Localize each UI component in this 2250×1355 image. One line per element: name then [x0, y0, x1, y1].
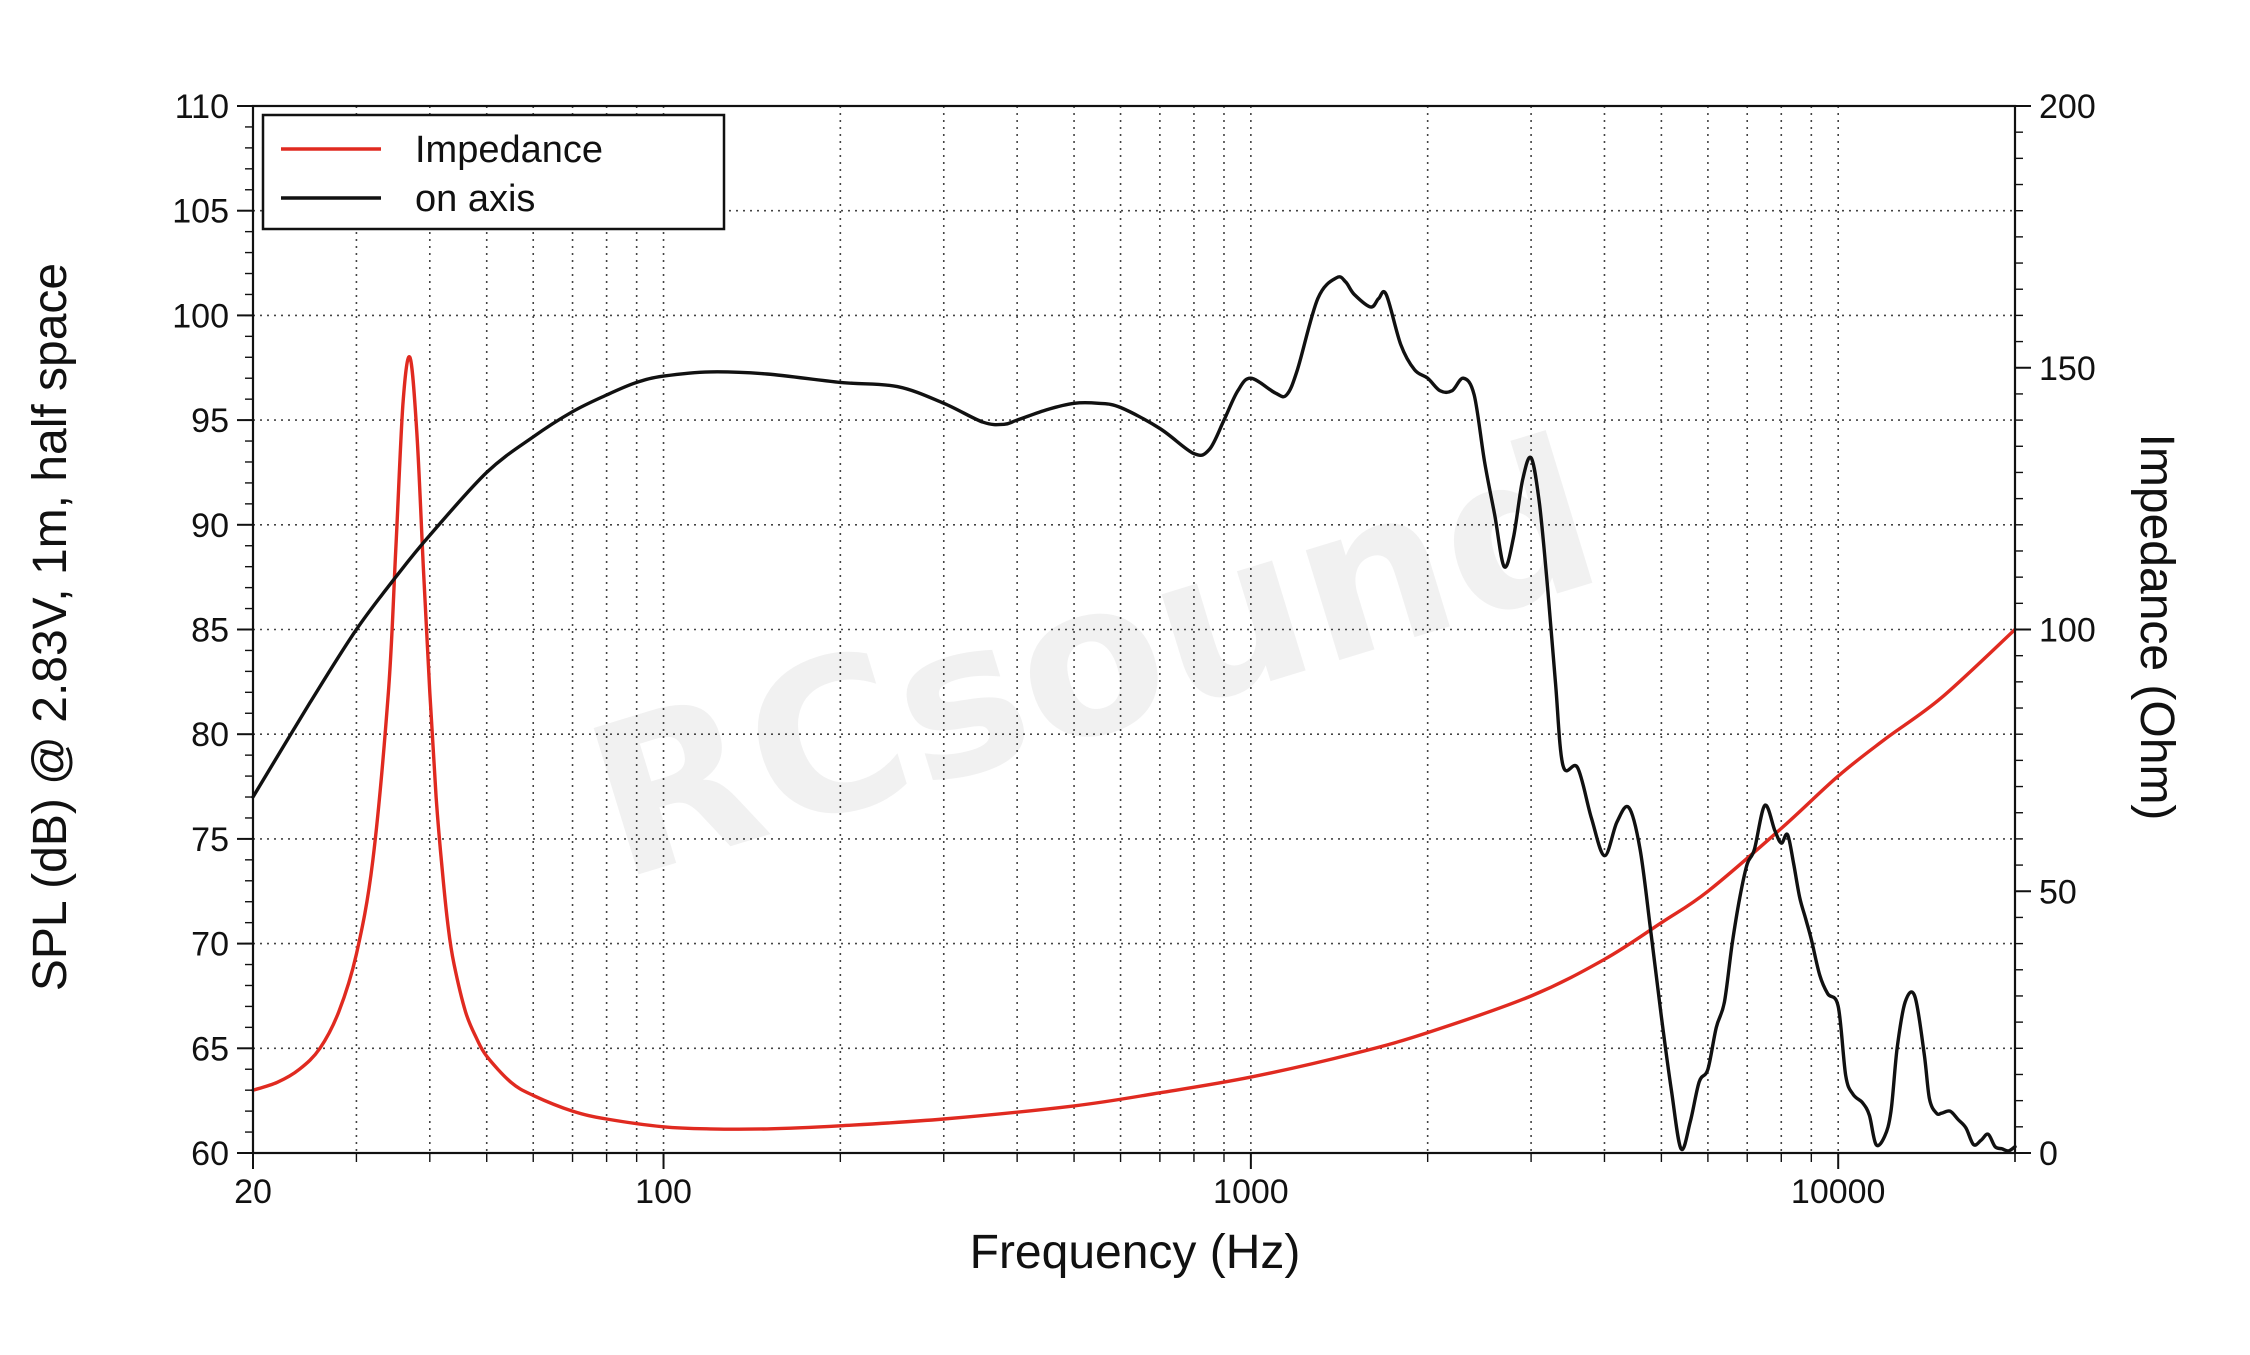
legend-label-impedance: Impedance [415, 129, 603, 171]
y2-tick-label: 200 [2039, 88, 2096, 126]
y2-axis-ticks: 0 50 100 150 200 [2015, 88, 2096, 1173]
series-line-impedance [251, 355, 2017, 1131]
x-axis-ticks: 20 100 1000 10000 [234, 1153, 2016, 1211]
y-tick-label: 65 [191, 1030, 229, 1068]
y-axis-ticks: 60 65 70 75 80 85 90 95 100 105 110 [172, 88, 253, 1173]
y-tick-label: 70 [191, 926, 229, 964]
x-tick-label: 100 [635, 1173, 692, 1211]
y-axis-title: SPL (dB) @ 2.83V, 1m, half space [24, 263, 77, 991]
y2-axis-title: Impedance (Ohm) [2130, 434, 2183, 821]
series-line-on-axis [251, 275, 2017, 1153]
y-tick-label: 110 [175, 88, 229, 126]
x-tick-label: 1000 [1213, 1173, 1289, 1211]
y2-tick-label: 50 [2039, 873, 2077, 911]
y-tick-label: 80 [191, 716, 229, 754]
y2-tick-label: 150 [2039, 350, 2096, 388]
x-tick-label: 20 [234, 1173, 272, 1211]
y-tick-label: 90 [191, 507, 229, 545]
legend: Impedance on axis [261, 113, 726, 231]
y-tick-label: 85 [191, 612, 229, 650]
y-tick-label: 105 [172, 193, 229, 231]
legend-label-on-axis: on axis [415, 178, 535, 220]
y-tick-label: 60 [191, 1135, 229, 1173]
watermark-text: RCsound [563, 391, 1624, 928]
y2-tick-label: 100 [2039, 612, 2096, 650]
x-tick-label: 10000 [1791, 1173, 1886, 1211]
watermark: RCsound [563, 391, 1624, 928]
series-layer [251, 275, 2017, 1153]
legend-box [261, 113, 726, 231]
x-axis-title: Frequency (Hz) [970, 1226, 1301, 1279]
y-tick-label: 95 [191, 402, 229, 440]
y-tick-label: 75 [191, 821, 229, 859]
y-tick-label: 100 [172, 297, 229, 335]
y2-tick-label: 0 [2039, 1135, 2058, 1173]
